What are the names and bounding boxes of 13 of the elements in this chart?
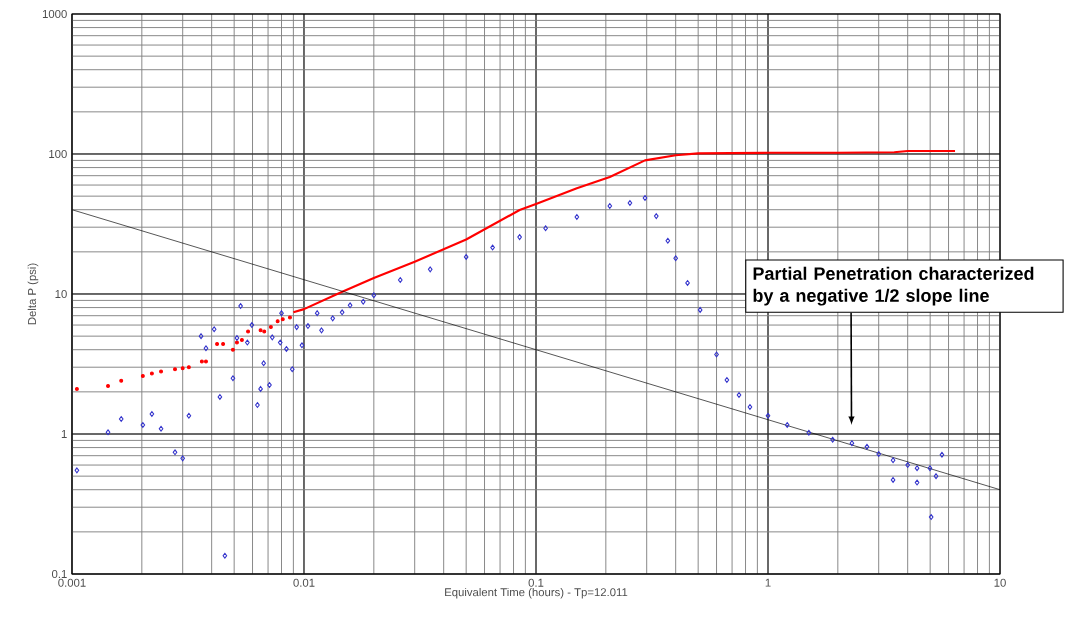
x-tick-label: 0.001 bbox=[58, 578, 86, 587]
x-tick-label: 0.01 bbox=[293, 578, 315, 587]
y-tick-label: 10 bbox=[55, 290, 67, 299]
y-tick-label: 1 bbox=[61, 430, 67, 438]
x-tick-label: 10 bbox=[994, 578, 1006, 587]
y-tick-label: 0.1 bbox=[51, 570, 67, 579]
y-tick-label: 1000 bbox=[42, 9, 67, 18]
annotation: Partial Penetration characterized by a negative 1/2 slope line bbox=[753, 266, 1034, 306]
x-tick-label: 1 bbox=[765, 578, 771, 587]
x-tick-label: 0.1 bbox=[528, 578, 544, 587]
x-axis-title: Equivalent Time (hours) - Tp=12.011 bbox=[445, 587, 628, 599]
y-axis-title: Delta P (psi) bbox=[27, 263, 39, 325]
y-tick-label: 100 bbox=[49, 150, 67, 158]
